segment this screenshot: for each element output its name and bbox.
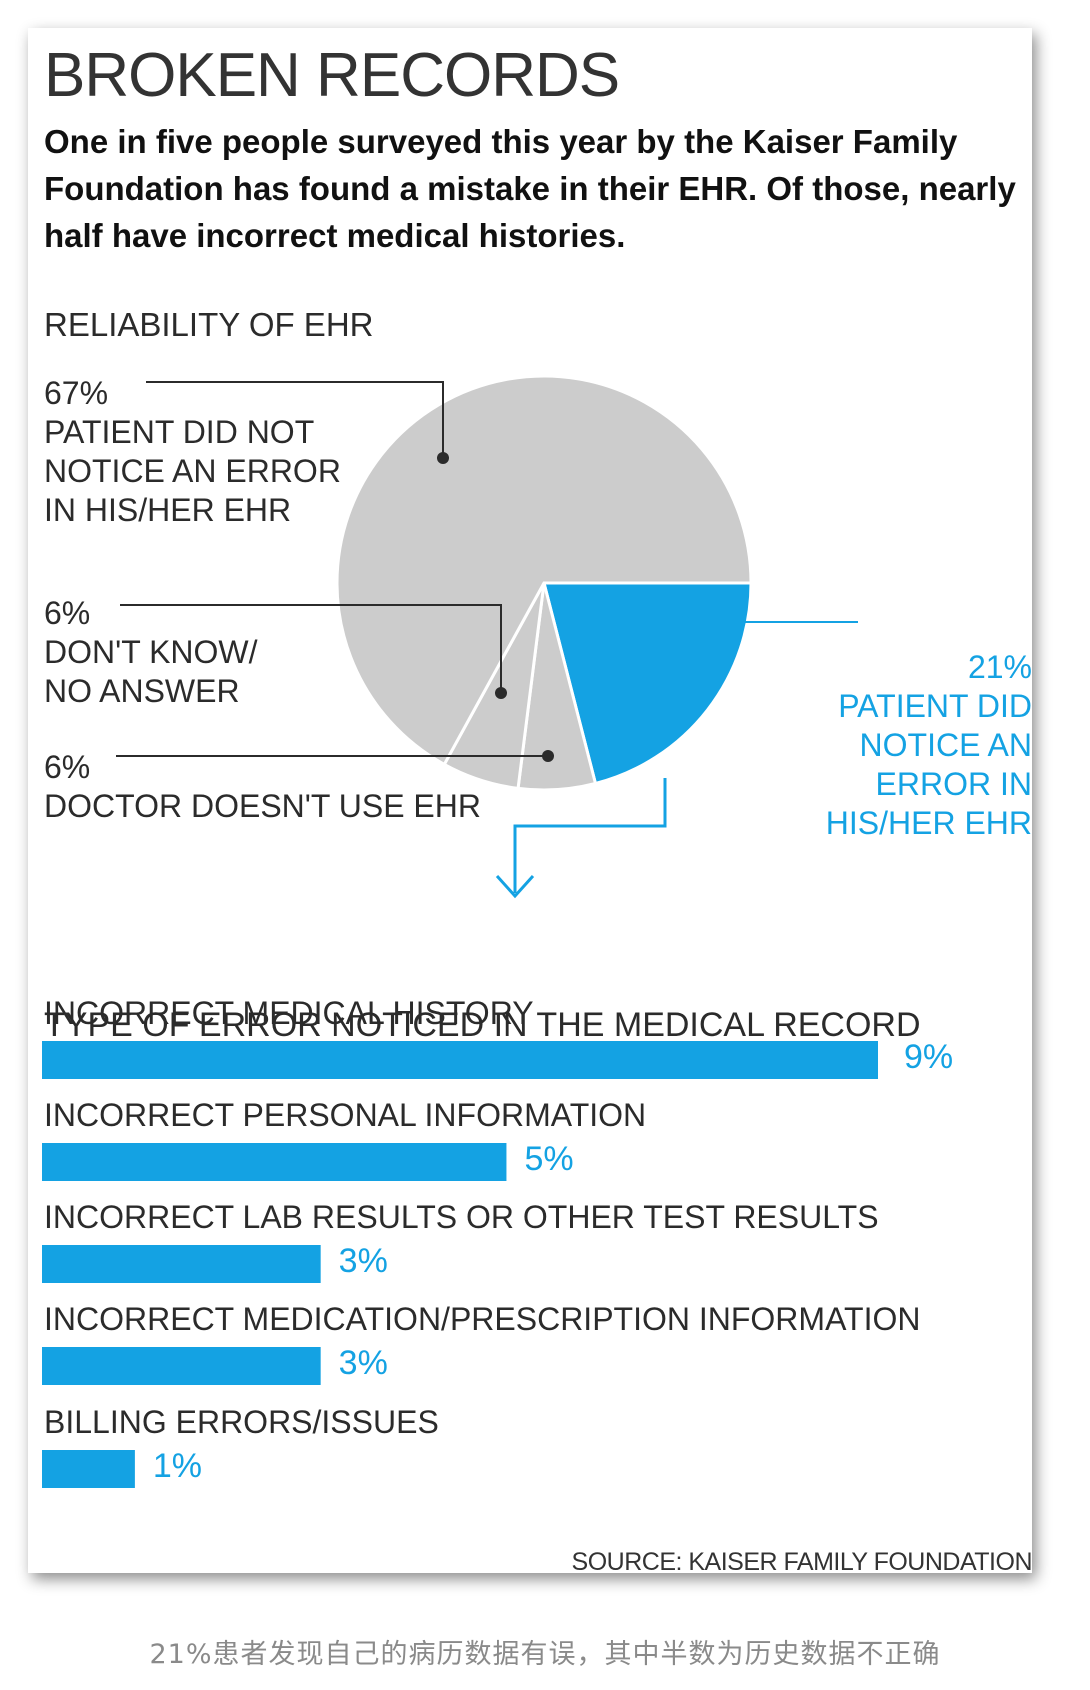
bar-category-label: INCORRECT LAB RESULTS OR OTHER TEST RESU… bbox=[44, 1199, 879, 1235]
bar-value-label: 1% bbox=[152, 1447, 203, 1485]
slice-value-label: 21% bbox=[967, 649, 1032, 685]
bar-value-label: 3% bbox=[338, 1344, 388, 1382]
bar-category-label: BILLING ERRORS/ISSUES bbox=[44, 1404, 439, 1440]
slice-value-label: 6% bbox=[44, 749, 91, 785]
bar-value-label: 9% bbox=[904, 1038, 954, 1076]
leader-line bbox=[120, 604, 502, 693]
leader-dot bbox=[437, 452, 449, 464]
bar bbox=[42, 1041, 878, 1079]
infographic-card: BROKEN RECORDS One in five people survey… bbox=[28, 28, 1033, 1576]
slice-label-dont-know: 6% DON'T KNOW/ NO ANSWER bbox=[44, 594, 258, 711]
pie-slice bbox=[542, 581, 753, 786]
leader-dot bbox=[495, 687, 507, 699]
pie-chart-title: RELIABILITY OF EHR bbox=[44, 306, 374, 343]
subtitle: One in five people surveyed this year by… bbox=[44, 123, 1016, 254]
slice-label-not-noticed: 67% PATIENT DID NOT NOTICE AN ERROR IN H… bbox=[44, 374, 341, 530]
image-caption: 21%患者发现自己的病历数据有误，其中半数为历史数据不正确 bbox=[149, 1639, 941, 1670]
slice-desc-label: PATIENT DID NOTICE AN ERROR IN HIS/HER E… bbox=[825, 688, 1032, 841]
slice-desc-label: DON'T KNOW/ NO ANSWER bbox=[44, 634, 258, 709]
page-title: BROKEN RECORDS bbox=[44, 41, 620, 110]
slice-value-label: 6% bbox=[44, 595, 91, 631]
slice-label-noticed: 21% PATIENT DID NOTICE AN ERROR IN HIS/H… bbox=[812, 648, 1032, 843]
bar bbox=[42, 1450, 135, 1488]
bar-category-label: INCORRECT PERSONAL INFORMATION bbox=[44, 1097, 647, 1133]
bar bbox=[42, 1245, 321, 1283]
source-note: SOURCE: KAISER FAMILY FOUNDATION bbox=[571, 1548, 1033, 1576]
leader-dot bbox=[542, 750, 554, 762]
chevron-down-icon bbox=[495, 874, 535, 899]
pie-chart bbox=[116, 374, 858, 792]
slice-desc-label: PATIENT DID NOT NOTICE AN ERROR IN HIS/H… bbox=[44, 414, 341, 528]
bar-value-label: 5% bbox=[524, 1140, 574, 1178]
bar-chart-title: TYPE OF ERROR NOTICED IN THE MEDICAL REC… bbox=[44, 1006, 921, 1044]
slice-desc-label: DOCTOR DOESN'T USE EHR bbox=[44, 788, 481, 824]
slice-label-doctor: 6% DOCTOR DOESN'T USE EHR bbox=[44, 748, 481, 826]
bar-value-label: 3% bbox=[338, 1242, 388, 1280]
slice-value-label: 67% bbox=[44, 375, 109, 411]
bar-category-label: INCORRECT MEDICATION/PRESCRIPTION INFORM… bbox=[44, 1301, 921, 1337]
pie-slice bbox=[335, 374, 753, 767]
bar-chart bbox=[42, 778, 878, 1488]
bar bbox=[42, 1143, 507, 1181]
connector-arrow-line bbox=[513, 778, 667, 893]
leader-dot bbox=[679, 616, 691, 628]
bar-category-label: INCORRECT MEDICAL HISTORY bbox=[44, 995, 534, 1031]
leader-line bbox=[146, 381, 444, 458]
bar bbox=[42, 1347, 321, 1385]
